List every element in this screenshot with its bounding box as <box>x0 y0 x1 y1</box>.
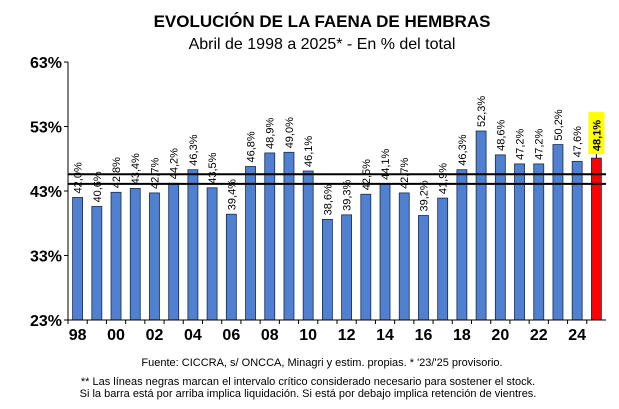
data-label-2025: 48,1% <box>591 120 603 151</box>
y-axis: 63% 53% 43% 33% 23% <box>30 55 69 330</box>
bar-2024 <box>571 160 583 321</box>
bar-2022 <box>533 163 545 321</box>
data-label-2019: 52,3% <box>476 96 488 127</box>
bar-1999 <box>91 206 103 321</box>
bar-2021 <box>514 163 525 321</box>
bar-2020 <box>494 154 506 321</box>
chart-title: EVOLUCIÓN DE LA FAENA DE HEMBRAS <box>154 12 491 31</box>
x-axis: 98 00 02 04 06 08 10 12 14 16 18 20 22 24 <box>67 319 606 344</box>
bar-2012 <box>341 214 353 321</box>
y-tick-label: 53% <box>30 120 62 137</box>
bar-2007 <box>245 166 256 321</box>
data-label-2000: 42,8% <box>111 157 123 188</box>
data-label-2006: 39,4% <box>226 179 238 210</box>
data-label-1999: 40,6% <box>92 171 104 202</box>
x-tick-label: 02 <box>146 327 164 344</box>
bar-2014 <box>379 183 391 321</box>
x-tick-label: 98 <box>69 327 87 344</box>
bar-2001 <box>129 188 141 321</box>
bar-2013 <box>360 193 372 321</box>
x-tick-label: 20 <box>491 327 509 344</box>
bar-2016 <box>418 215 429 321</box>
x-tick-label: 04 <box>184 327 202 344</box>
data-label-2008: 48,9% <box>265 118 277 149</box>
data-label-2004: 46,3% <box>188 134 200 165</box>
note-line-1: ** Las líneas negras marcan el intervalo… <box>81 376 535 388</box>
bar-2018 <box>456 169 468 321</box>
data-label-2001: 43,4% <box>130 153 142 184</box>
bar-2017 <box>437 197 449 321</box>
x-tick-label: 16 <box>415 327 433 344</box>
bar-1998 <box>72 197 84 321</box>
note-line-2: Si la barra está por arriba implica liqu… <box>80 388 537 400</box>
bar-2023 <box>552 144 564 321</box>
bar-2003 <box>168 182 180 321</box>
x-tick-label: 12 <box>338 327 356 344</box>
data-label-2018: 46,3% <box>457 134 469 165</box>
data-label-1998: 42,0% <box>73 162 85 193</box>
x-tick-label: 14 <box>376 327 394 344</box>
bars: 42,0%40,6%42,8%43,4%42,7%44,2%46,3%43,5%… <box>72 96 605 321</box>
bar-2015 <box>398 192 410 321</box>
data-label-2017: 41,9% <box>438 163 450 194</box>
bar-2005 <box>206 187 218 321</box>
data-label-2007: 46,8% <box>246 131 258 162</box>
bar-2019 <box>475 130 487 321</box>
y-tick-label: 33% <box>30 249 62 266</box>
bar-2008 <box>264 152 276 321</box>
critical-lines <box>68 173 606 185</box>
bar-2010 <box>302 170 314 321</box>
y-tick-label: 63% <box>30 55 62 72</box>
data-label-2020: 48,6% <box>495 119 507 150</box>
x-tick-label: 06 <box>222 327 240 344</box>
x-tick-label: 10 <box>299 327 317 344</box>
x-tick-label: 18 <box>453 327 471 344</box>
data-label-2011: 38,6% <box>322 184 334 215</box>
x-tick-label: 24 <box>568 327 586 344</box>
data-label-2012: 39,3% <box>342 179 354 210</box>
bar-2004 <box>187 169 199 321</box>
bar-2025 <box>590 157 602 321</box>
data-label-2009: 49,0% <box>284 117 296 148</box>
data-label-2022: 47,2% <box>534 129 546 160</box>
data-label-2021: 47,2% <box>515 129 527 160</box>
bar-2011 <box>321 218 333 321</box>
label-highlight <box>588 112 605 155</box>
x-tick-label: 08 <box>261 327 279 344</box>
x-tick-label: 00 <box>107 327 125 344</box>
y-tick-label: 43% <box>30 184 62 201</box>
x-tick-label: 22 <box>530 327 548 344</box>
data-label-2014: 44,1% <box>380 148 392 179</box>
data-label-2016: 39,2% <box>418 180 430 211</box>
source-note: Fuente: CICCRA, s/ ONCCA, Minagri y esti… <box>141 357 502 369</box>
chart-subtitle: Abril de 1998 a 2025* - En % del total <box>189 36 456 53</box>
data-label-2003: 44,2% <box>169 148 181 179</box>
data-label-2023: 50,2% <box>553 109 565 140</box>
bar-2006 <box>225 213 237 321</box>
y-tick-label: 23% <box>30 313 62 330</box>
bar-2002 <box>149 192 160 321</box>
data-label-2005: 43,5% <box>207 152 219 183</box>
data-label-2010: 46,1% <box>303 136 315 167</box>
bar-2000 <box>110 191 122 321</box>
data-label-2024: 47,6% <box>572 126 584 157</box>
bar-2009 <box>283 151 295 321</box>
